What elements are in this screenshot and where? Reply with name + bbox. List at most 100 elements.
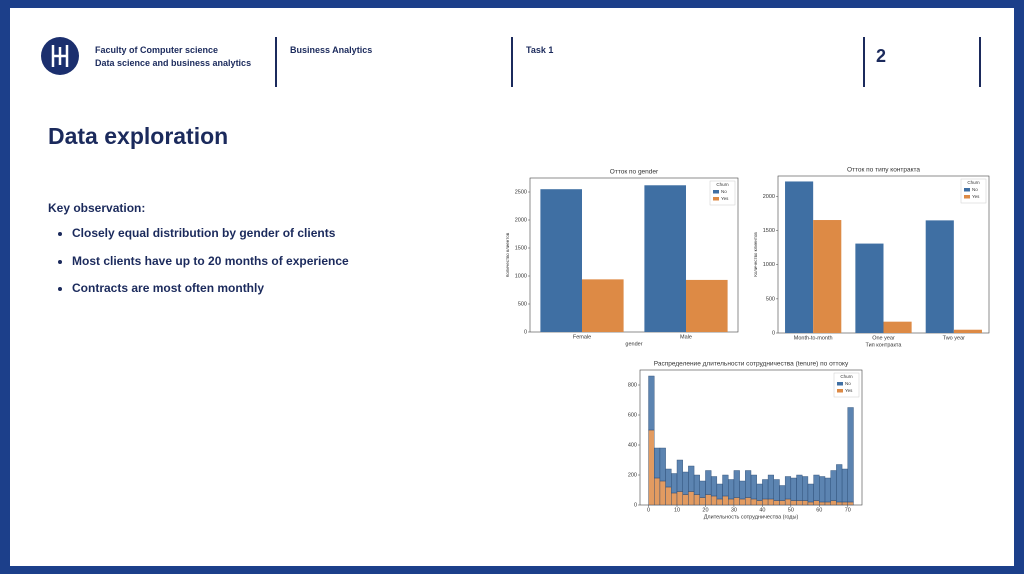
histogram-bar (733, 470, 740, 498)
histogram-bar (824, 501, 831, 506)
histogram-bar (767, 498, 774, 506)
x-axis-label: Тип контракта (866, 342, 903, 348)
bullet: Most clients have up to 20 months of exp… (72, 254, 349, 268)
histogram-bar (648, 429, 655, 506)
y-tick-label: 2000 (763, 194, 775, 200)
bar (686, 279, 728, 332)
legend-title: Churn (840, 374, 853, 379)
histogram-bar (739, 498, 746, 506)
x-tick-label: 70 (845, 507, 851, 513)
x-tick-label: 40 (759, 507, 765, 513)
faculty: Faculty of Computer science (95, 45, 219, 55)
legend-label: Yes (845, 388, 853, 393)
histogram-bar (819, 476, 826, 503)
histogram-bar (779, 500, 786, 506)
histogram-bar (767, 474, 774, 500)
legend-swatch (713, 190, 719, 194)
histogram-bar (682, 471, 689, 495)
bullet: Closely equal distribution by gender of … (72, 226, 349, 240)
x-tick-label: One year (872, 335, 895, 341)
x-axis-label: gender (625, 341, 642, 347)
histogram-bar (716, 498, 723, 506)
histogram-bar (676, 491, 683, 506)
histogram-bar (762, 498, 769, 506)
slide-title: Data exploration (48, 123, 229, 149)
histogram-bar (688, 465, 695, 492)
histogram-bar (728, 479, 735, 500)
y-tick-label: 800 (628, 382, 637, 388)
histogram-bar (847, 407, 854, 503)
bar (785, 181, 814, 333)
histogram-bar (779, 485, 786, 501)
histogram-bar (665, 468, 672, 488)
y-tick-label: 0 (634, 502, 637, 508)
x-tick-label: 20 (702, 507, 708, 513)
histogram-bar (699, 480, 706, 498)
histogram-bar (836, 501, 843, 506)
histogram-bar (762, 479, 769, 500)
histogram-bar (756, 483, 763, 501)
histogram-bar (745, 497, 752, 506)
chart-title: Распределение длительности сотрудничеств… (654, 361, 849, 368)
y-tick-label: 200 (628, 472, 637, 478)
histogram-bar (671, 492, 678, 506)
histogram-bar (807, 483, 814, 503)
divider (979, 37, 981, 87)
legend-swatch (837, 389, 843, 393)
histogram-bar (654, 477, 661, 506)
histogram-bar (676, 459, 683, 492)
legend-swatch (837, 382, 843, 386)
y-tick-label: 2500 (515, 189, 527, 195)
histogram-bar (813, 500, 820, 506)
histogram-bar (705, 494, 712, 506)
x-tick-label: 50 (788, 507, 794, 513)
histogram-bar (710, 495, 718, 506)
legend-swatch (964, 195, 970, 199)
histogram-bar (716, 483, 723, 500)
histogram-bar (665, 486, 672, 506)
histogram-bar (830, 500, 837, 506)
histogram-bar (710, 476, 718, 497)
chart-title: Отток по типу контракта (847, 167, 920, 174)
histogram-bar (699, 497, 706, 506)
x-tick-label: Two year (943, 335, 965, 341)
course: Business Analytics (290, 45, 373, 55)
histogram-bar (796, 474, 803, 501)
bar (855, 243, 884, 333)
y-axis-label: Количество клиентов (505, 232, 510, 277)
bar (883, 321, 912, 333)
histogram-bar (733, 497, 740, 506)
legend-swatch (713, 197, 719, 201)
histogram-bar (796, 500, 803, 506)
y-tick-label: 2000 (515, 217, 527, 223)
x-tick-label: Female (573, 334, 591, 340)
histogram-bar (728, 498, 735, 506)
histogram-bar (688, 491, 695, 506)
legend-label: Yes (972, 194, 980, 199)
program: Data science and business analytics (95, 58, 252, 68)
histogram-bar (841, 501, 848, 506)
legend-label: Yes (721, 196, 729, 201)
histogram-bar (790, 500, 797, 506)
histogram-bar (819, 501, 826, 506)
histogram-bar (784, 498, 792, 506)
histogram-bar (790, 477, 797, 501)
x-axis-label: Длительность сотрудничества (годы) (704, 514, 799, 520)
y-tick-label: 1000 (515, 273, 527, 279)
histogram-bar (773, 479, 780, 501)
histogram-bar (722, 495, 729, 506)
histogram-bar (705, 470, 712, 495)
heading: Key observation: (48, 201, 146, 215)
histogram-bar (830, 470, 837, 501)
legend-swatch (964, 188, 970, 192)
histogram-bar (659, 480, 666, 506)
plot-area (529, 177, 739, 333)
histogram-bar (648, 375, 655, 431)
histogram-bar (802, 476, 809, 501)
bar (925, 220, 954, 333)
divider (863, 37, 865, 87)
y-tick-label: 0 (772, 330, 775, 336)
y-tick-label: 500 (518, 301, 527, 307)
